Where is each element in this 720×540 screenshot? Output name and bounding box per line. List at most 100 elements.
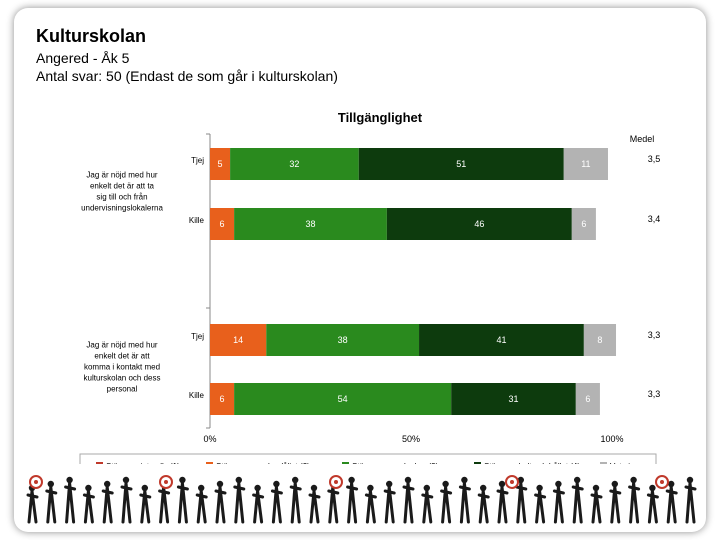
data-label: 46: [474, 219, 484, 229]
figure-icon: [47, 480, 54, 488]
figure-icon: [611, 480, 618, 488]
page-subtitle-respondents: Antal svar: 50 (Endast de som går i kult…: [36, 68, 338, 84]
bar-segment: [575, 383, 600, 415]
bar-segment: [210, 383, 235, 415]
chart-title: Tillgänglighet: [338, 110, 423, 125]
figure-icon: [198, 484, 205, 492]
legend-box: [79, 453, 657, 464]
slide: Kulturskolan Angered - Åk 5 Antal svar: …: [14, 8, 706, 532]
figure-icon: [649, 484, 656, 492]
row-label: Tjej: [191, 156, 204, 165]
figure-icon: [26, 489, 39, 524]
figure-icon: [158, 485, 171, 524]
target-icon: [510, 480, 514, 484]
data-label: 38: [338, 335, 348, 345]
group-label: Jag är nöjd med hur enkelt det är att komm…: [84, 341, 161, 394]
figure-icon: [609, 485, 622, 524]
legend-label: Stämmer ganska bra (3): [352, 462, 439, 464]
bar-segment: [358, 148, 564, 180]
mean-header: Medel: [630, 134, 655, 144]
bar-segment: [230, 148, 359, 180]
data-label: 5: [218, 159, 223, 169]
figure-icon: [179, 476, 186, 484]
figure-icon: [235, 476, 242, 484]
figure-icon: [308, 489, 321, 524]
figure-icon: [665, 485, 678, 524]
figure-icon: [141, 484, 148, 492]
legend-swatch: [96, 462, 103, 464]
legend-swatch: [600, 462, 607, 464]
figure-icon: [348, 476, 355, 484]
bar-segment: [266, 324, 420, 356]
figure-icon: [367, 484, 374, 492]
figure-icon: [82, 489, 95, 524]
data-label: 31: [509, 394, 519, 404]
mean-value: 3,4: [648, 214, 661, 224]
figure-icon: [216, 480, 224, 488]
figure-icon: [214, 485, 227, 524]
figure-icon: [386, 480, 393, 488]
mean-value: 3,3: [648, 330, 661, 340]
figure-icon: [477, 489, 490, 524]
figure-icon: [85, 484, 92, 492]
bar-segment: [419, 324, 584, 356]
figure-icon: [590, 489, 603, 524]
legend-label: Vet ej: [610, 462, 630, 464]
figure-icon: [423, 484, 430, 492]
figure-icon: [383, 485, 396, 524]
figure-icon: [534, 489, 547, 524]
figure-icon: [458, 481, 471, 524]
data-label: 6: [585, 394, 590, 404]
legend-label: Stämmer ganska dåligt (2): [216, 462, 310, 464]
x-tick-label: 0%: [203, 434, 216, 444]
mean-value: 3,3: [648, 389, 661, 399]
x-tick-label: 100%: [600, 434, 623, 444]
figure-icon: [45, 485, 58, 524]
figure-icon: [592, 484, 600, 492]
bar-segment: [386, 208, 572, 240]
figure-icon: [310, 484, 318, 492]
figure-icon: [252, 489, 265, 524]
figure-icon: [421, 489, 434, 524]
x-tick-label: 50%: [402, 434, 420, 444]
figure-icon: [273, 480, 280, 488]
figure-icon: [668, 480, 675, 488]
row-label: Kille: [189, 216, 205, 225]
bar-segment: [234, 208, 387, 240]
figure-icon: [555, 480, 562, 488]
figure-icon: [628, 481, 641, 524]
figure-icon: [630, 476, 637, 484]
stacked-bar-chart: Tillgänglighet Medel 0% 50% 100% Jag är nöj…: [79, 110, 661, 464]
figure-icon: [646, 489, 659, 524]
figure-icon: [442, 480, 449, 488]
data-label: 14: [233, 335, 243, 345]
figure-icon: [496, 485, 509, 524]
figure-icon: [233, 481, 246, 524]
legend: Stämmer inte alls (1) Stämmer ganska dåli…: [79, 453, 657, 464]
figure-icon: [104, 480, 111, 488]
data-label: 6: [220, 394, 225, 404]
figure-icon: [270, 485, 283, 524]
figure-icon: [122, 476, 130, 484]
figure-icon: [517, 476, 524, 484]
figure-icon: [176, 481, 189, 524]
row-label: Kille: [189, 391, 205, 400]
target-icon: [660, 480, 664, 484]
figure-icon: [461, 476, 468, 484]
figure-icon: [480, 484, 487, 492]
figure-icon: [64, 481, 77, 524]
data-label: 8: [597, 335, 602, 345]
bar-segment: [563, 148, 608, 180]
legend-swatch: [474, 462, 481, 464]
group-label: Jag är nöjd med hur enkelt det är att ta s…: [81, 171, 163, 213]
data-label: 6: [220, 219, 225, 229]
bar-segment: [234, 383, 452, 415]
figure-icon: [139, 489, 152, 524]
legend-swatch: [342, 462, 349, 464]
bar-segment: [451, 383, 576, 415]
target-icon: [164, 480, 168, 484]
figure-icon: [515, 481, 528, 524]
figure-icon: [292, 476, 299, 484]
figure-icon: [684, 481, 697, 524]
bar-segment: [583, 324, 617, 356]
